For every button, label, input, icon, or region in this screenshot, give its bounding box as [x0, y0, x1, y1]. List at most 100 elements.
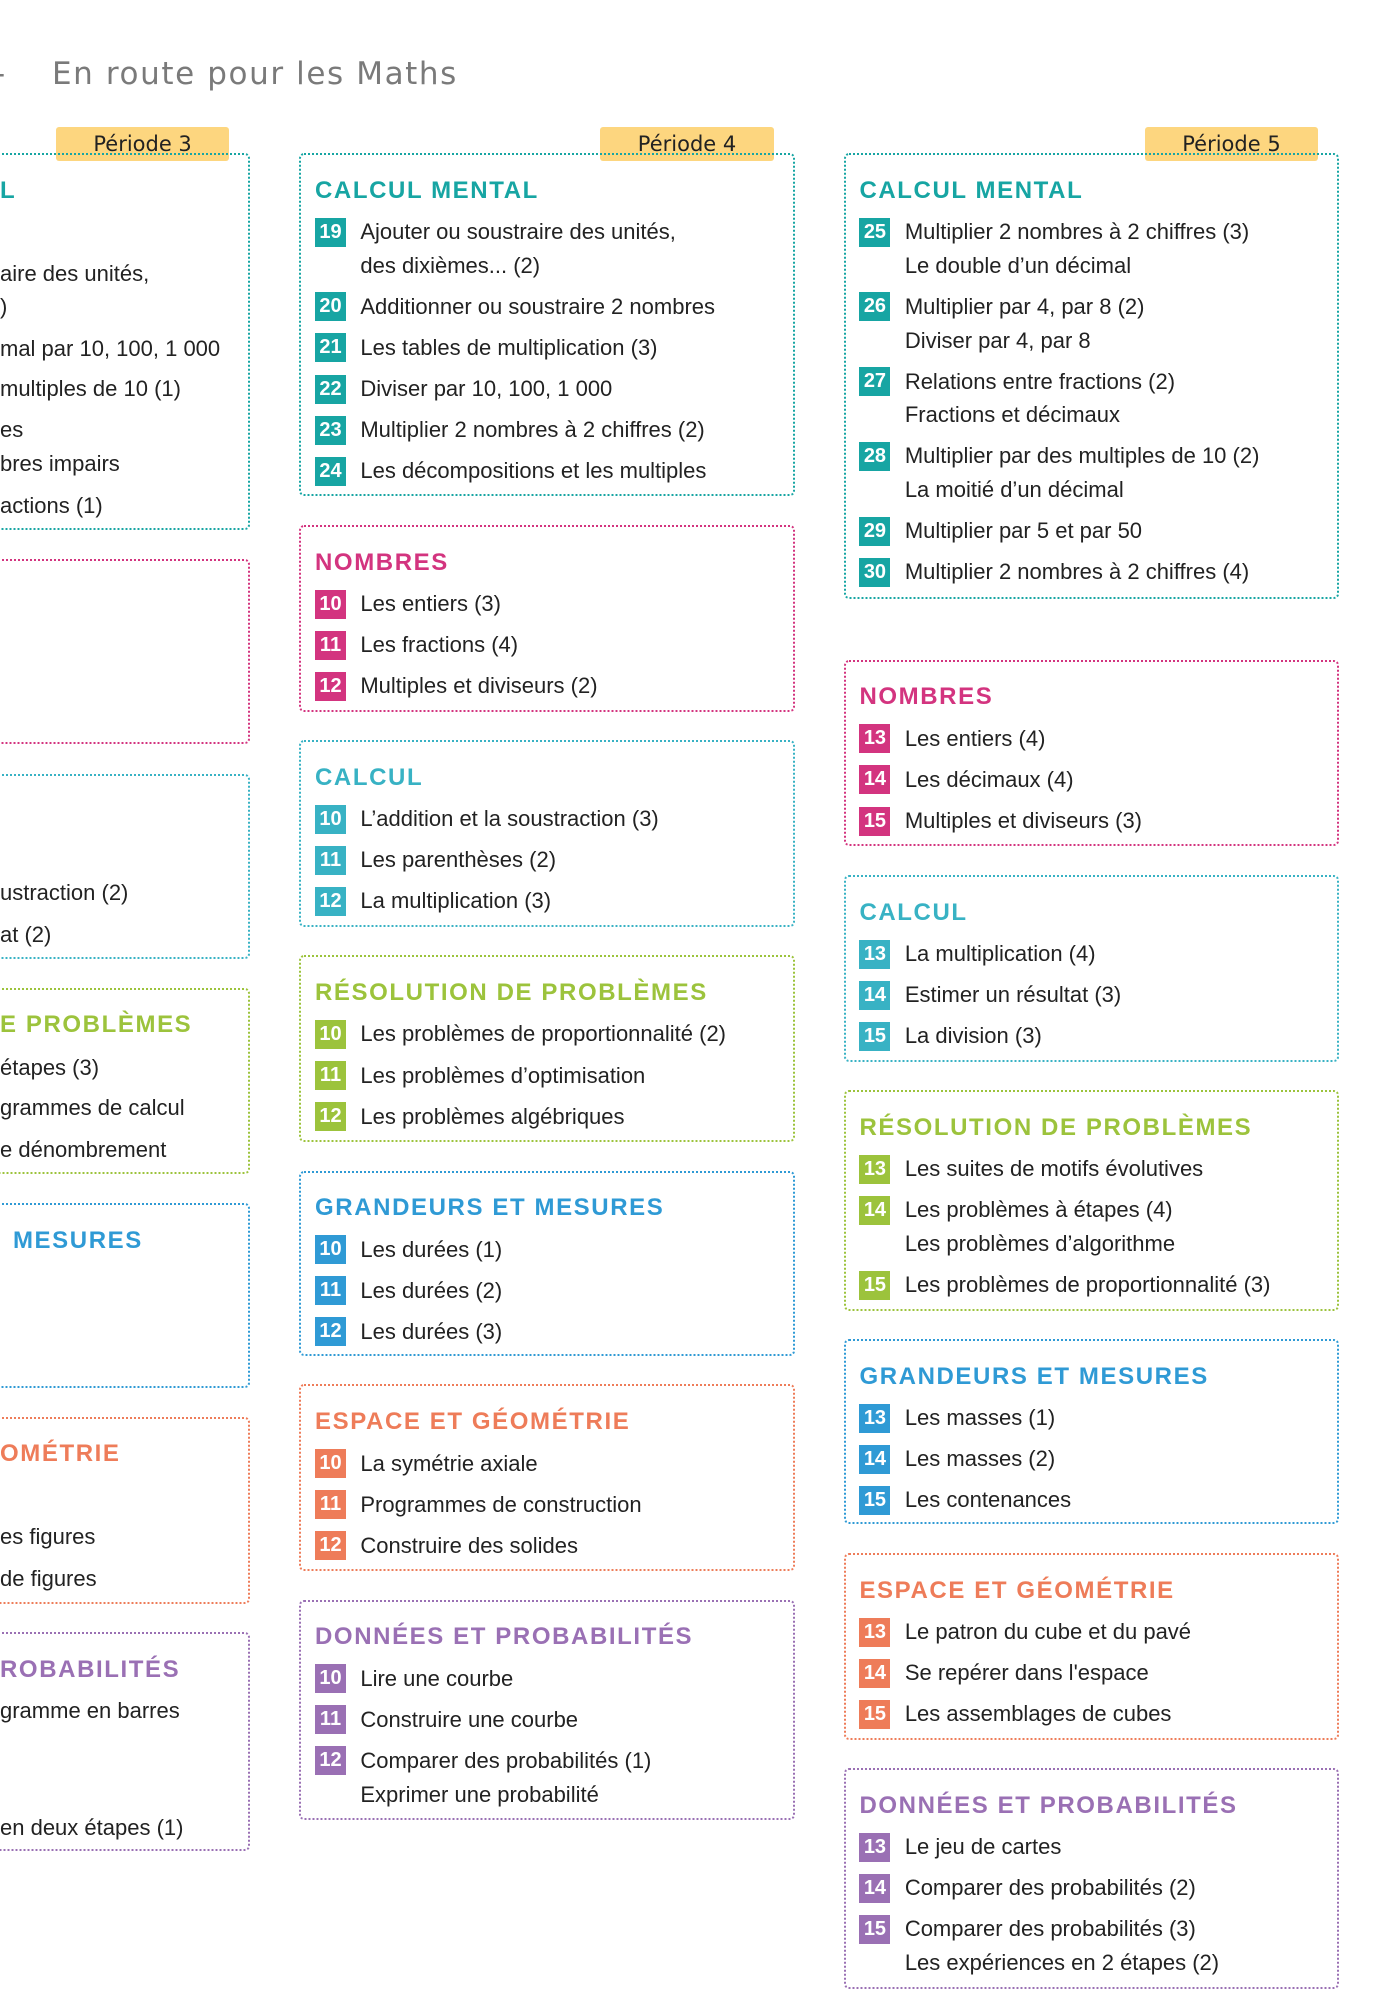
- section-box: [299, 955, 795, 1143]
- item-text: Construire une courbe: [360, 1706, 579, 1732]
- item-text: Programmes de construction: [360, 1491, 642, 1517]
- item-text: Relations entre fractions (2): [904, 368, 1176, 394]
- section-title: L: [0, 176, 17, 204]
- item-number: 29: [859, 516, 891, 546]
- section-title: CALCUL MENTAL: [315, 176, 539, 204]
- item-number: 15: [859, 1021, 891, 1051]
- section-title: NOMBRES: [859, 683, 994, 711]
- section-box: [0, 152, 251, 531]
- section-box: [0, 987, 251, 1175]
- section-box: [843, 875, 1340, 1062]
- section-box: [843, 1090, 1340, 1311]
- section-box: [0, 1416, 251, 1604]
- item-text: Les problèmes à étapes (4): [904, 1197, 1173, 1223]
- item-text: Les suites de motifs évolutives: [904, 1156, 1204, 1182]
- item-text: es figures: [0, 1524, 96, 1550]
- period-label: Période 4: [600, 127, 774, 162]
- item-text: Comparer des probabilités (2): [904, 1875, 1196, 1901]
- item-number: 11: [315, 1490, 346, 1520]
- section-box: [299, 740, 795, 927]
- item-number: 14: [859, 1195, 891, 1225]
- item-number: 13: [859, 724, 891, 754]
- item-text: Multiplier 2 nombres à 2 chiffres (4): [904, 559, 1250, 585]
- item-number: 14: [859, 1873, 891, 1903]
- item-text: Diviser par 4, par 8: [904, 327, 1091, 353]
- item-text: La moitié d’un décimal: [904, 477, 1124, 503]
- item-number: 25: [859, 217, 891, 247]
- item-text: étapes (3): [0, 1055, 100, 1081]
- period-label: Période 3: [55, 127, 230, 162]
- item-text: grammes de calcul: [0, 1095, 185, 1121]
- item-number: 26: [859, 292, 891, 322]
- item-text: at (2): [0, 921, 52, 947]
- section-title: GRANDEURS ET MESURES: [859, 1362, 1209, 1390]
- section-title: CALCUL MENTAL: [859, 176, 1084, 204]
- item-text: Les masses (2): [904, 1446, 1056, 1472]
- item-text: Se repérer dans l'espace: [904, 1660, 1149, 1686]
- item-text: multiples de 10 (1): [0, 375, 181, 401]
- item-number: 14: [859, 1444, 891, 1474]
- item-text: Les durées (3): [360, 1318, 503, 1344]
- period-label: Période 5: [1144, 127, 1319, 162]
- item-text: Le patron du cube et du pavé: [904, 1619, 1192, 1645]
- item-text: bres impairs: [0, 451, 120, 477]
- item-text: Les assemblages de cubes: [904, 1701, 1172, 1727]
- item-text: des dixièmes... (2): [360, 252, 541, 278]
- section-title: E PROBLÈMES: [0, 1011, 193, 1039]
- item-text: Multiplier par des multiples de 10 (2): [904, 443, 1260, 469]
- section-box: [299, 152, 795, 497]
- item-number: 30: [859, 557, 891, 587]
- section-title: OMÉTRIE: [0, 1440, 121, 1468]
- item-number: 15: [859, 1270, 891, 1300]
- item-text: Multiplier par 5 et par 50: [904, 518, 1143, 544]
- item-text: La division (3): [904, 1023, 1042, 1049]
- item-text: e dénombrement: [0, 1136, 167, 1162]
- item-number: 11: [315, 1061, 346, 1091]
- section-box: [299, 1384, 795, 1572]
- item-text: actions (1): [0, 492, 103, 518]
- item-text: Les entiers (4): [904, 725, 1046, 751]
- item-text: Multiplier par 4, par 8 (2): [904, 293, 1145, 319]
- item-number: 15: [859, 1485, 891, 1515]
- item-text: Ajouter ou soustraire des unités,: [360, 219, 676, 245]
- item-text: Les durées (2): [360, 1277, 503, 1303]
- item-number: 20: [315, 292, 346, 322]
- item-text: Les décompositions et les multiples: [360, 458, 707, 484]
- item-number: 10: [315, 589, 346, 619]
- item-number: 14: [859, 765, 891, 795]
- section-title: ESPACE ET GÉOMÉTRIE: [859, 1576, 1175, 1604]
- item-number: 11: [315, 1276, 346, 1306]
- section-box: [299, 1170, 795, 1356]
- item-text: Les durées (1): [360, 1236, 503, 1262]
- item-text: Fractions et décimaux: [904, 402, 1121, 428]
- item-text: Les contenances: [904, 1487, 1072, 1513]
- item-number: 27: [859, 367, 891, 397]
- item-text: ustraction (2): [0, 880, 129, 906]
- item-text: en deux étapes (1): [0, 1814, 184, 1840]
- section-box: [0, 1632, 251, 1852]
- item-text: Le double d’un décimal: [904, 252, 1132, 278]
- item-text: gramme en barres: [0, 1698, 180, 1724]
- item-number: 11: [315, 630, 346, 660]
- item-text: Les problèmes d’optimisation: [360, 1062, 646, 1088]
- item-text: Les parenthèses (2): [360, 847, 557, 873]
- item-text: Les expériences en 2 étapes (2): [904, 1950, 1220, 1976]
- item-number: 14: [859, 980, 891, 1010]
- item-text: Les entiers (3): [360, 591, 501, 617]
- section-box: [843, 1552, 1340, 1740]
- section-title: MESURES: [12, 1226, 143, 1254]
- section-title: RÉSOLUTION DE PROBLÈMES: [859, 1113, 1253, 1141]
- item-text: Comparer des probabilités (3): [904, 1916, 1196, 1942]
- item-number: 15: [859, 806, 891, 836]
- section-title: NOMBRES: [315, 548, 449, 576]
- section-title: RÉSOLUTION DE PROBLÈMES: [315, 978, 708, 1006]
- item-text: Les fractions (4): [360, 632, 519, 658]
- item-number: 10: [315, 1019, 346, 1049]
- item-text: La multiplication (3): [360, 888, 552, 914]
- item-number: 12: [315, 1531, 346, 1561]
- item-number: 15: [859, 1914, 891, 1944]
- section-box: [0, 558, 251, 745]
- section-box: [0, 773, 251, 960]
- item-number: 10: [315, 1235, 346, 1265]
